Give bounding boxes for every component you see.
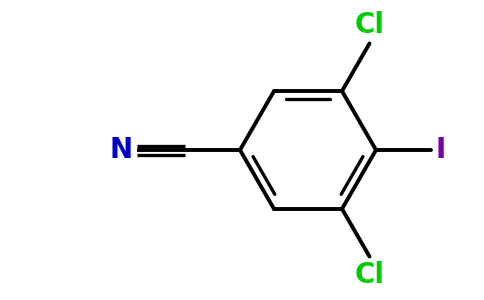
Text: I: I: [435, 136, 445, 164]
Text: Cl: Cl: [354, 260, 384, 289]
Text: N: N: [110, 136, 133, 164]
Text: Cl: Cl: [354, 11, 384, 40]
